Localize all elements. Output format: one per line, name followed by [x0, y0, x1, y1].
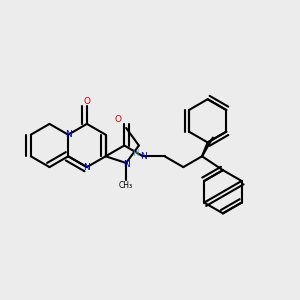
Text: O: O: [83, 97, 90, 106]
Text: O: O: [115, 115, 122, 124]
Text: N: N: [140, 152, 146, 161]
Text: H: H: [132, 149, 139, 158]
Text: N: N: [83, 163, 90, 172]
Text: CH₃: CH₃: [119, 181, 133, 190]
Text: N: N: [123, 160, 130, 169]
Text: N: N: [65, 130, 72, 139]
